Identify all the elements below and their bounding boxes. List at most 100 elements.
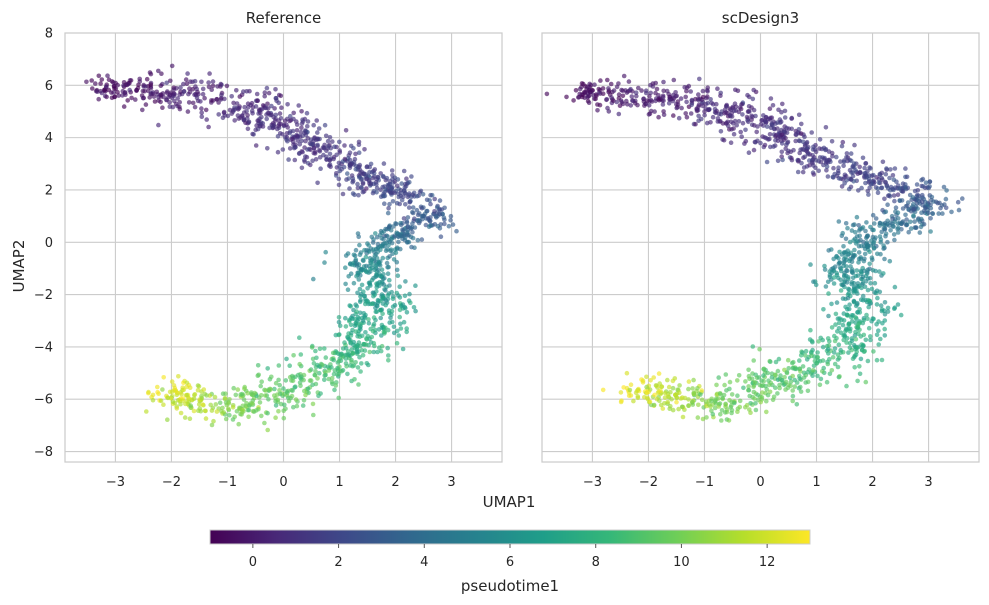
data-point	[920, 192, 925, 198]
data-point	[383, 288, 388, 293]
data-point	[577, 91, 582, 97]
data-point	[760, 134, 765, 139]
data-point	[782, 115, 788, 120]
data-point	[854, 214, 860, 220]
data-point	[609, 95, 614, 100]
data-point	[340, 191, 346, 197]
data-point	[389, 312, 394, 317]
data-point	[154, 89, 159, 95]
data-point	[285, 125, 291, 130]
data-point	[311, 412, 316, 418]
data-point	[253, 408, 259, 413]
data-point	[712, 405, 718, 411]
data-point	[648, 378, 653, 383]
data-point	[323, 133, 329, 139]
data-point	[200, 86, 206, 92]
data-point	[378, 308, 383, 313]
data-point	[704, 95, 709, 101]
data-point	[195, 89, 200, 95]
data-point	[404, 310, 410, 315]
data-point	[921, 221, 927, 227]
data-point	[633, 90, 639, 95]
data-point	[105, 73, 110, 78]
data-point	[647, 399, 653, 405]
data-point	[801, 165, 807, 170]
data-point	[888, 228, 893, 233]
data-point	[258, 383, 264, 389]
data-point	[167, 389, 173, 395]
data-point	[220, 391, 226, 397]
data-point	[789, 360, 795, 366]
data-point	[387, 254, 392, 259]
data-point	[890, 173, 896, 178]
data-point	[747, 393, 752, 399]
data-point	[389, 240, 395, 246]
data-point	[661, 88, 666, 94]
data-point	[596, 90, 602, 95]
data-point	[782, 367, 787, 373]
data-point	[256, 107, 262, 112]
data-point	[264, 116, 270, 122]
data-point	[369, 257, 375, 263]
x-tick-label: −2	[639, 475, 658, 490]
data-point	[914, 225, 919, 230]
data-point	[831, 165, 836, 171]
data-point	[315, 142, 320, 148]
x-tick-label: −3	[583, 475, 602, 490]
data-point	[834, 300, 840, 305]
data-point	[895, 221, 901, 226]
data-point	[277, 388, 282, 393]
data-point	[699, 388, 704, 393]
data-point	[266, 397, 271, 402]
data-point	[693, 121, 698, 127]
data-point	[893, 209, 898, 214]
data-point	[229, 111, 234, 116]
data-point	[704, 87, 710, 93]
data-point	[363, 172, 369, 177]
data-point	[829, 325, 835, 330]
data-point	[666, 384, 672, 390]
data-point	[825, 361, 831, 367]
data-point	[129, 95, 134, 101]
data-point	[391, 324, 397, 330]
data-point	[826, 313, 831, 319]
data-point	[311, 150, 317, 156]
data-point	[204, 393, 209, 398]
data-point	[735, 393, 740, 399]
data-point	[300, 149, 305, 155]
data-point	[220, 405, 225, 411]
data-point	[300, 403, 306, 408]
data-point	[733, 104, 739, 110]
data-point	[374, 234, 380, 240]
data-point	[323, 355, 329, 360]
data-point	[849, 338, 855, 344]
data-point	[144, 76, 150, 82]
data-point	[144, 409, 149, 414]
data-point	[870, 257, 875, 263]
data-point	[755, 392, 761, 398]
data-point	[297, 361, 303, 367]
data-point	[808, 327, 813, 333]
data-point	[347, 165, 353, 171]
data-point	[923, 180, 929, 185]
data-point	[855, 310, 860, 315]
data-point	[704, 415, 709, 420]
data-point	[232, 118, 237, 123]
data-point	[345, 171, 350, 176]
data-point	[404, 240, 410, 245]
data-point	[433, 213, 439, 219]
data-point	[660, 406, 666, 411]
data-point	[754, 129, 759, 135]
data-point	[837, 260, 843, 265]
data-point	[617, 103, 623, 108]
data-point	[879, 357, 885, 363]
data-point	[184, 384, 189, 390]
data-point	[109, 90, 114, 95]
data-point	[876, 342, 881, 347]
data-point	[794, 402, 800, 407]
data-point	[564, 94, 569, 100]
data-point	[356, 270, 361, 276]
data-point	[648, 97, 654, 103]
data-point	[424, 208, 430, 214]
data-point	[289, 387, 294, 393]
